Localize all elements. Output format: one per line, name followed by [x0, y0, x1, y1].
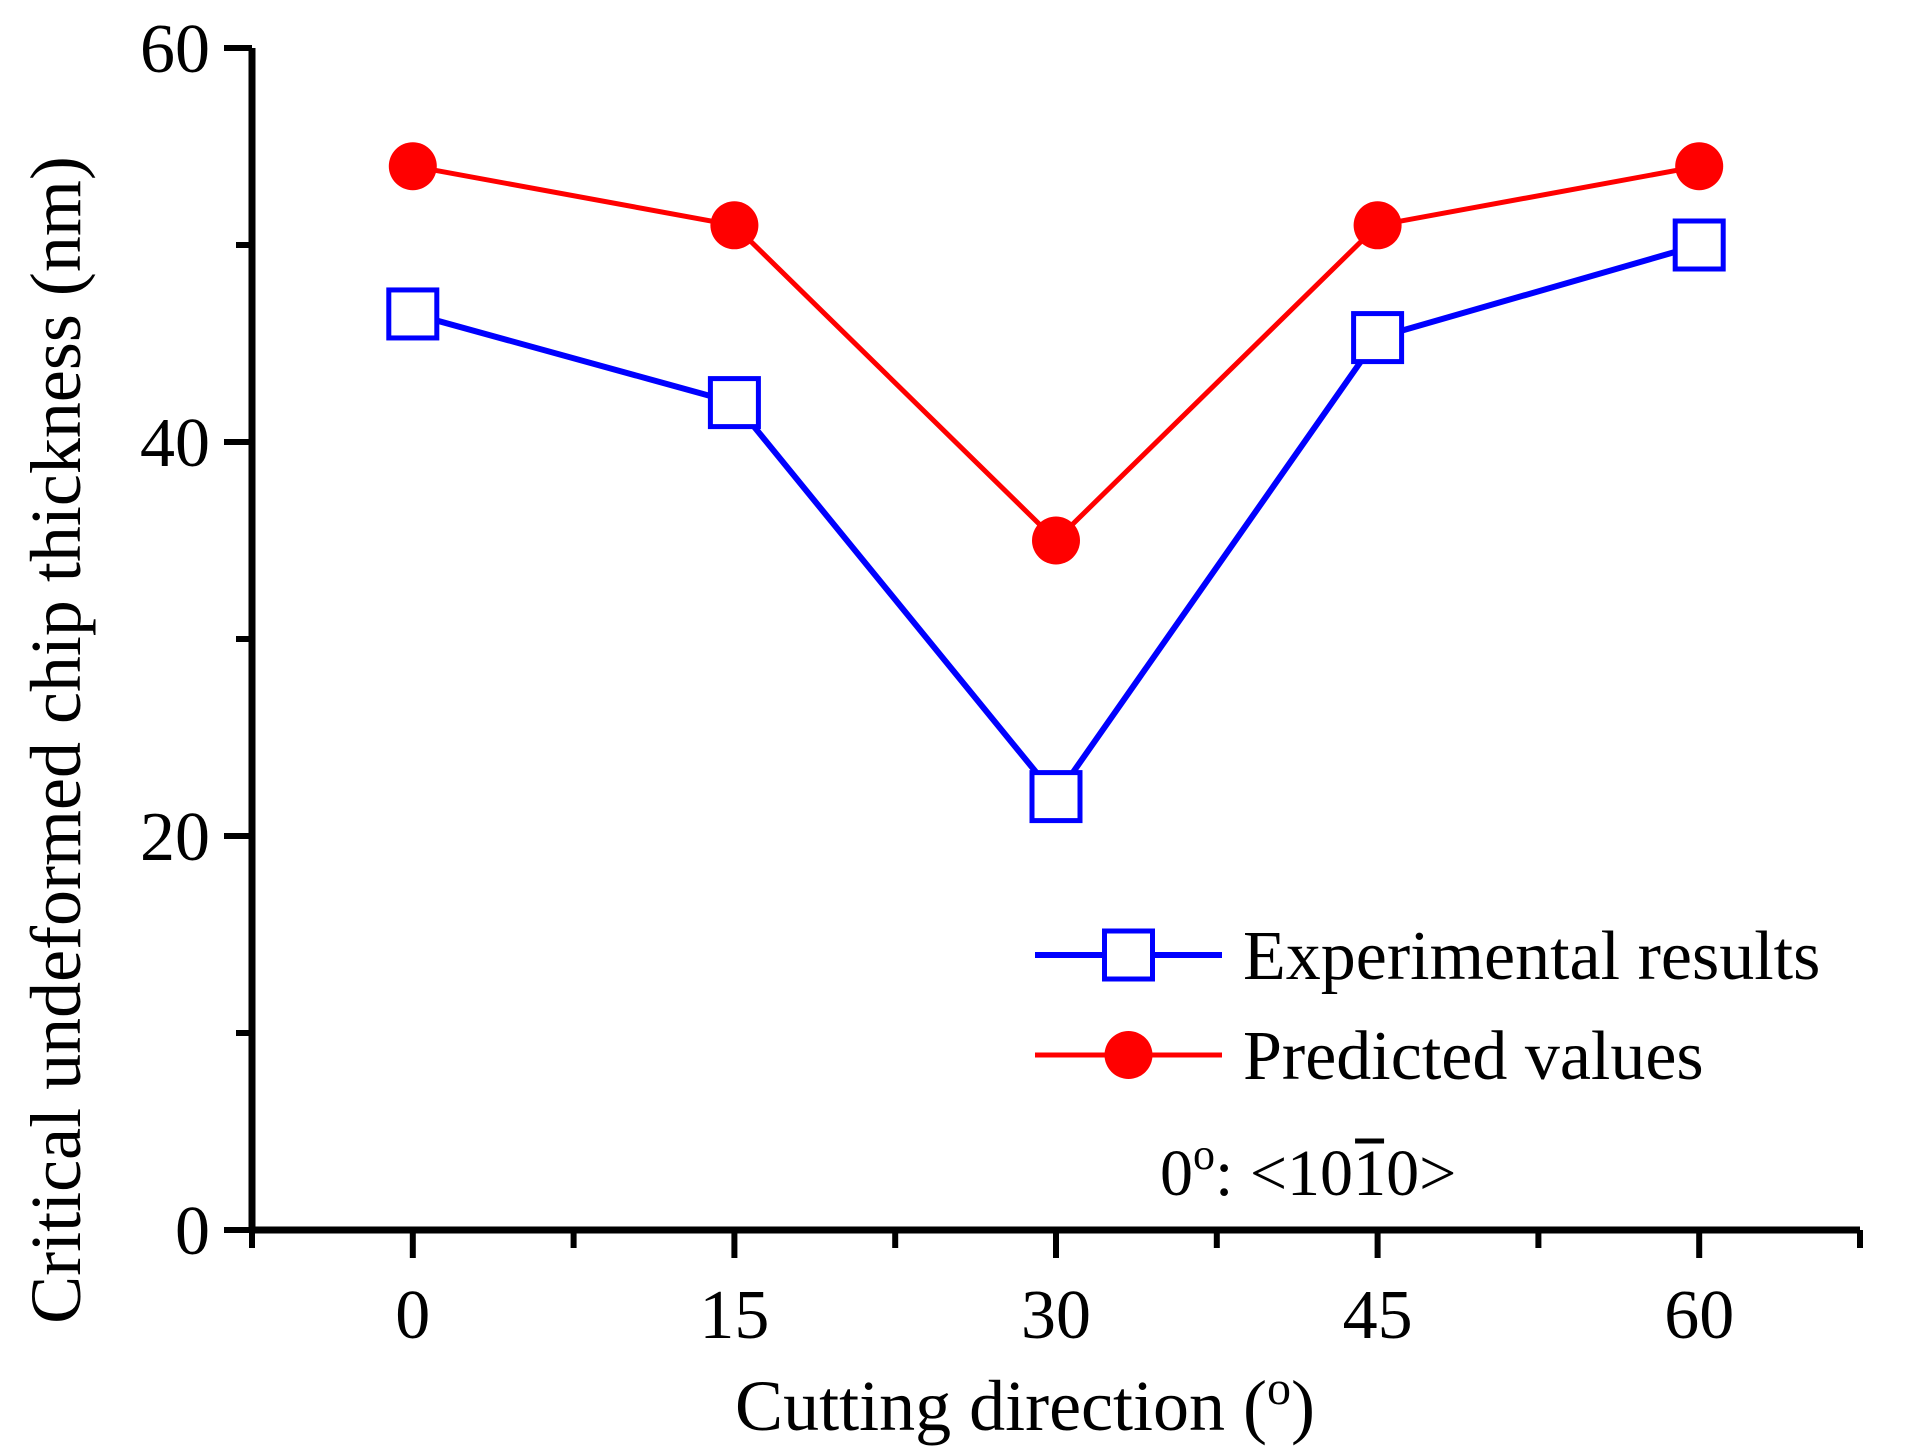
x-tick-label: 45 — [1343, 1277, 1413, 1354]
x-axis-title: Cutting direction (o) — [735, 1362, 1315, 1446]
series-layer — [386, 142, 1726, 824]
legend-item: Predicted values — [1035, 1018, 1704, 1095]
data-point — [1351, 311, 1405, 365]
overbar-digit: 1 — [1353, 1137, 1386, 1210]
series-line — [412, 163, 1700, 545]
data-point — [1029, 770, 1083, 824]
legend-label: Predicted values — [1243, 1018, 1704, 1095]
data-point — [1353, 201, 1402, 250]
data-point — [1675, 142, 1724, 191]
y-tick-label: 20 — [140, 799, 210, 876]
legend-label: Experimental results — [1243, 918, 1820, 995]
axes-layer: 0 20 40 60 0 15 30 45 60 — [140, 11, 1863, 1354]
data-point — [1032, 516, 1080, 565]
x-tick-label: 0 — [395, 1277, 430, 1354]
data-point — [386, 287, 440, 341]
data-point — [707, 376, 761, 430]
data-point — [388, 142, 437, 191]
data-point — [710, 201, 759, 250]
data-point — [1672, 218, 1726, 272]
legend-item: Experimental results — [1035, 918, 1820, 995]
legend-marker — [1104, 1031, 1153, 1079]
crystal-orientation-note: 0o: <1010> — [1160, 1130, 1456, 1210]
x-tick-label: 15 — [699, 1277, 769, 1354]
x-tick-label: 30 — [1021, 1277, 1091, 1354]
y-axis-title: Critical undeformed chip thickness (nm) — [16, 156, 96, 1324]
series-predicted-values — [388, 142, 1724, 565]
y-tick-label: 40 — [140, 405, 210, 482]
x-tick-label: 60 — [1664, 1277, 1734, 1354]
legend-marker — [1102, 928, 1155, 982]
series-experimental-results — [386, 218, 1726, 824]
legend: Experimental results Predicted values — [1035, 918, 1820, 1095]
y-tick-label: 0 — [175, 1193, 210, 1270]
y-tick-label: 60 — [140, 11, 210, 88]
